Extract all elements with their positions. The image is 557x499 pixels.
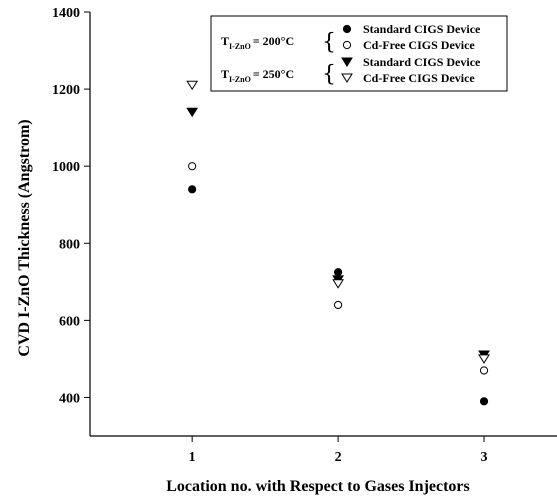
point-series-2-x2 xyxy=(333,300,343,310)
y-axis-title: CVD I-ZnO Thickness (Angstrom) xyxy=(16,119,33,356)
axes xyxy=(89,12,557,437)
legend-marker-cdfree-250 xyxy=(341,73,353,83)
point-series-4-x1 xyxy=(186,80,199,91)
legend-temp-250-prefix: T xyxy=(221,67,229,81)
point-series-1-x1 xyxy=(188,185,197,194)
legend-temp-250: TI-ZnO = 250°C xyxy=(221,67,294,84)
legend-label-standard-200: Standard CIGS Device xyxy=(363,22,481,36)
y-ticks: 400 600 800 1000 1200 1400 xyxy=(52,6,90,406)
y-tick-label-1000: 1000 xyxy=(52,160,80,175)
x-tick-label-2: 2 xyxy=(335,450,342,465)
y-tick-label-1200: 1200 xyxy=(52,83,80,98)
point-series-3-x1 xyxy=(186,107,199,118)
legend-marker-standard-200 xyxy=(342,24,352,34)
x-tick-label-1: 1 xyxy=(189,450,196,465)
legend-temp-200-value: = 200°C xyxy=(253,34,294,48)
legend-temp-200: TI-ZnO = 200°C xyxy=(221,34,294,51)
legend-temp-200-prefix: T xyxy=(221,34,229,48)
point-series-4-x2 xyxy=(332,279,344,289)
point-series-1-x3 xyxy=(479,397,489,406)
legend-label-standard-250: Standard CIGS Device xyxy=(363,55,481,69)
legend-brace-200: { xyxy=(322,30,336,55)
data-points xyxy=(186,80,490,406)
legend-temp-250-sub: I-ZnO xyxy=(229,75,251,84)
legend-marker-standard-250 xyxy=(341,57,353,67)
x-tick-label-3: 3 xyxy=(481,450,488,465)
y-tick-label-400: 400 xyxy=(59,391,80,406)
y-tick-label-600: 600 xyxy=(59,314,80,329)
legend-brace-250: { xyxy=(322,62,336,87)
x-axis-title: Location no. with Respect to Gases Injec… xyxy=(166,478,470,495)
y-tick-label-1400: 1400 xyxy=(52,6,80,21)
legend-label-cdfree-250: Cd-Free CIGS Device xyxy=(363,71,475,85)
legend-marker-cdfree-200 xyxy=(342,40,352,50)
point-series-1-x2 xyxy=(333,268,343,277)
legend-label-cdfree-200: Cd-Free CIGS Device xyxy=(363,38,475,52)
legend-temp-250-value: = 250°C xyxy=(253,67,294,81)
legend-temp-200-sub: I-ZnO xyxy=(229,42,251,51)
x-ticks: 1 2 3 xyxy=(189,436,488,465)
legend: TI-ZnO = 200°C { TI-ZnO = 250°C { Standard… xyxy=(210,15,508,92)
point-series-2-x1 xyxy=(188,162,197,171)
y-tick-label-800: 800 xyxy=(59,237,80,252)
point-series-2-x3 xyxy=(479,366,489,375)
point-series-4-x3 xyxy=(478,354,490,364)
legend-box xyxy=(210,15,508,92)
